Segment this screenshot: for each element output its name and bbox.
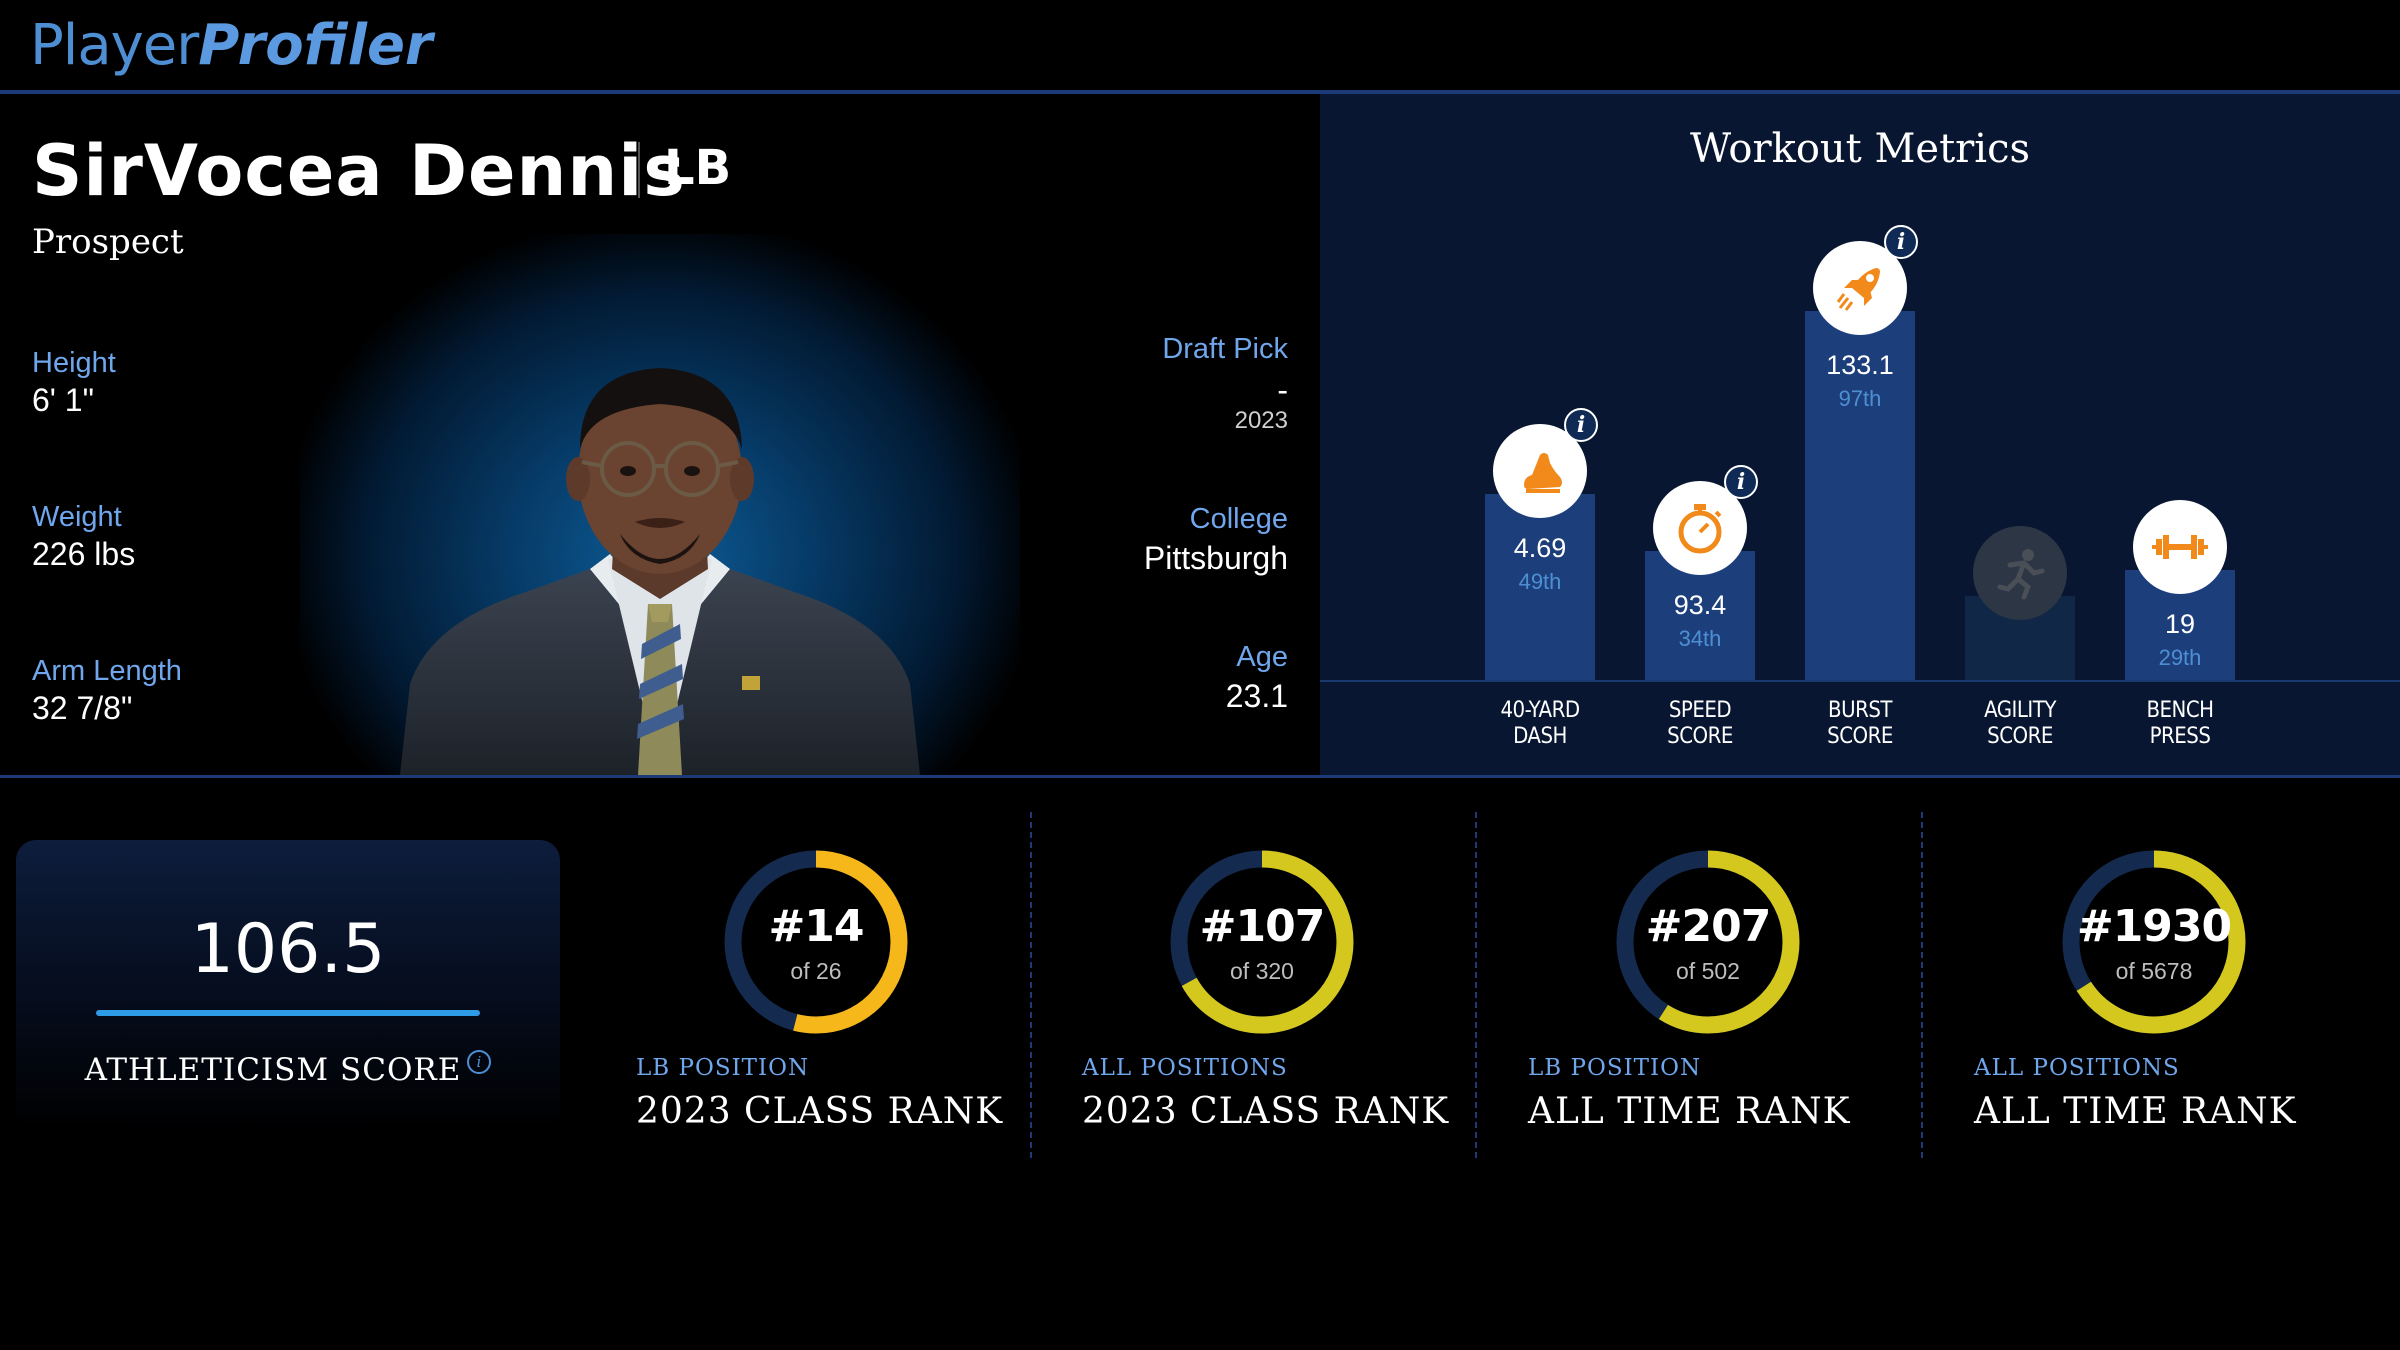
rank-panel[interactable]: #1930 of 5678 ALL POSITIONS ALL TIME RANK: [1974, 800, 2400, 1180]
player-photo: [400, 368, 920, 775]
rank-title: ALL TIME RANK: [1528, 1091, 1851, 1132]
brand-logo[interactable]: PlayerProfiler: [30, 10, 433, 82]
brand-part-2: Profiler: [198, 13, 433, 78]
info-icon[interactable]: i: [1564, 408, 1598, 442]
app-header: PlayerProfiler: [0, 0, 2400, 94]
workout-label: BENCH PRESS: [2100, 698, 2260, 750]
brand-part-1: Player: [30, 13, 199, 78]
rank-number: #1930: [2076, 901, 2232, 952]
workout-label-line2: SCORE: [1987, 724, 2053, 749]
player-position: LB: [664, 140, 732, 196]
rank-total: of 502: [1676, 958, 1740, 984]
rank-category: LB POSITION: [636, 1055, 810, 1081]
rank-title: 2023 CLASS RANK: [636, 1091, 1004, 1132]
workout-title: Workout Metrics: [1689, 126, 2031, 172]
rank-number: #207: [1645, 901, 1772, 952]
profile-panel: SirVocea Dennis LB Prospect Height 6' 1"…: [0, 94, 1320, 775]
workout-label-line2: SCORE: [1667, 724, 1733, 749]
rank-number: #107: [1199, 901, 1326, 952]
rank-ring: [1170, 850, 1354, 1034]
draft-pick-label: Draft Pick: [1162, 333, 1288, 365]
rank-panel[interactable]: #14 of 26 LB POSITION 2023 CLASS RANK: [636, 800, 1066, 1180]
rocket-icon: [1813, 241, 1907, 335]
college-value: Pittsburgh: [1143, 540, 1288, 576]
workout-label-line1: 40-YARD: [1500, 698, 1580, 723]
arm-length-label: Arm Length: [32, 655, 182, 687]
arm-length-value: 32 7/8": [32, 690, 133, 726]
workout-label: BURST SCORE: [1780, 698, 1940, 750]
height-value: 6' 1": [32, 382, 94, 418]
rank-number: #14: [768, 901, 864, 952]
dumbbell-icon: [2133, 500, 2227, 594]
rank-panel[interactable]: #207 of 502 LB POSITION ALL TIME RANK: [1528, 800, 1958, 1180]
age-label: Age: [1236, 641, 1288, 673]
rank-total: of 26: [790, 958, 842, 984]
rank-divider: [1030, 812, 1032, 1158]
rank-ring: [724, 850, 908, 1034]
rank-title: 2023 CLASS RANK: [1082, 1091, 1450, 1132]
rank-panel[interactable]: #107 of 320 ALL POSITIONS 2023 CLASS RANK: [1082, 800, 1512, 1180]
stopwatch-icon: [1653, 481, 1747, 575]
runner-icon: [1973, 526, 2067, 620]
workout-percentile: 49th: [1518, 569, 1562, 594]
workout-label-line2: SCORE: [1827, 724, 1893, 749]
rank-title: ALL TIME RANK: [1974, 1091, 2297, 1132]
weight-label: Weight: [32, 501, 122, 533]
workout-percentile: 34th: [1678, 626, 1722, 651]
athleticism-underline: [96, 1010, 480, 1016]
workout-bar[interactable]: [1805, 311, 1915, 680]
workout-label-line2: PRESS: [2149, 724, 2211, 749]
rank-total: of 320: [1230, 958, 1294, 984]
rank-ring: [1616, 850, 1800, 1034]
info-icon[interactable]: i: [1724, 465, 1758, 499]
rank-divider: [1921, 812, 1923, 1158]
workout-value: 4.69: [1513, 533, 1567, 563]
info-icon[interactable]: i: [1884, 225, 1918, 259]
rank-category: LB POSITION: [1528, 1055, 1702, 1081]
name-divider: [638, 142, 640, 198]
rank-total: of 5678: [2115, 958, 2193, 984]
workout-value: 19: [2164, 609, 2196, 639]
athleticism-score: 106.5: [190, 910, 386, 989]
workout-baseline: [1320, 680, 2400, 682]
workout-label: 40-YARD DASH: [1460, 698, 1620, 750]
workout-value: 133.1: [1826, 350, 1894, 380]
college-label: College: [1189, 503, 1288, 535]
workout-label-line1: BURST: [1828, 698, 1892, 723]
rank-ring: [2062, 850, 2246, 1034]
workout-label-line1: SPEED: [1668, 698, 1732, 723]
draft-year-value: 2023: [1234, 407, 1288, 434]
workout-label-line1: BENCH: [2146, 698, 2214, 723]
athleticism-label: ATHLETICISM SCORE: [84, 1052, 462, 1088]
workout-label-line1: AGILITY: [1984, 698, 2056, 723]
workout-percentile: 97th: [1838, 386, 1882, 411]
athleticism-info-icon[interactable]: i: [467, 1050, 492, 1074]
workout-bar[interactable]: [1485, 494, 1595, 680]
age-value: 23.1: [1225, 678, 1288, 714]
workout-percentile: 29th: [2158, 645, 2202, 670]
player-status: Prospect: [32, 222, 184, 262]
running-shoe-icon: [1493, 424, 1587, 518]
workout-label: AGILITY SCORE: [1940, 698, 2100, 750]
rank-divider: [1475, 812, 1477, 1158]
header-divider: [0, 90, 2400, 94]
section-divider: [0, 775, 2400, 778]
athleticism-card: 106.5 ATHLETICISM SCORE i: [16, 840, 560, 1130]
weight-value: 226 lbs: [32, 536, 136, 572]
athleticism-label-row: ATHLETICISM SCORE i: [16, 1050, 560, 1090]
workout-label: SPEED SCORE: [1620, 698, 1780, 750]
height-label: Height: [32, 347, 116, 379]
workout-metrics-panel: Workout Metrics i 4.69 49th 40-YARD DASH i 93.…: [1320, 94, 2400, 775]
draft-pick-value: -: [1277, 372, 1288, 408]
workout-label-line2: DASH: [1513, 724, 1567, 749]
rank-category: ALL POSITIONS: [1974, 1055, 2180, 1081]
workout-value: 93.4: [1673, 590, 1727, 620]
rank-category: ALL POSITIONS: [1082, 1055, 1288, 1081]
player-name: SirVocea Dennis: [32, 130, 686, 212]
